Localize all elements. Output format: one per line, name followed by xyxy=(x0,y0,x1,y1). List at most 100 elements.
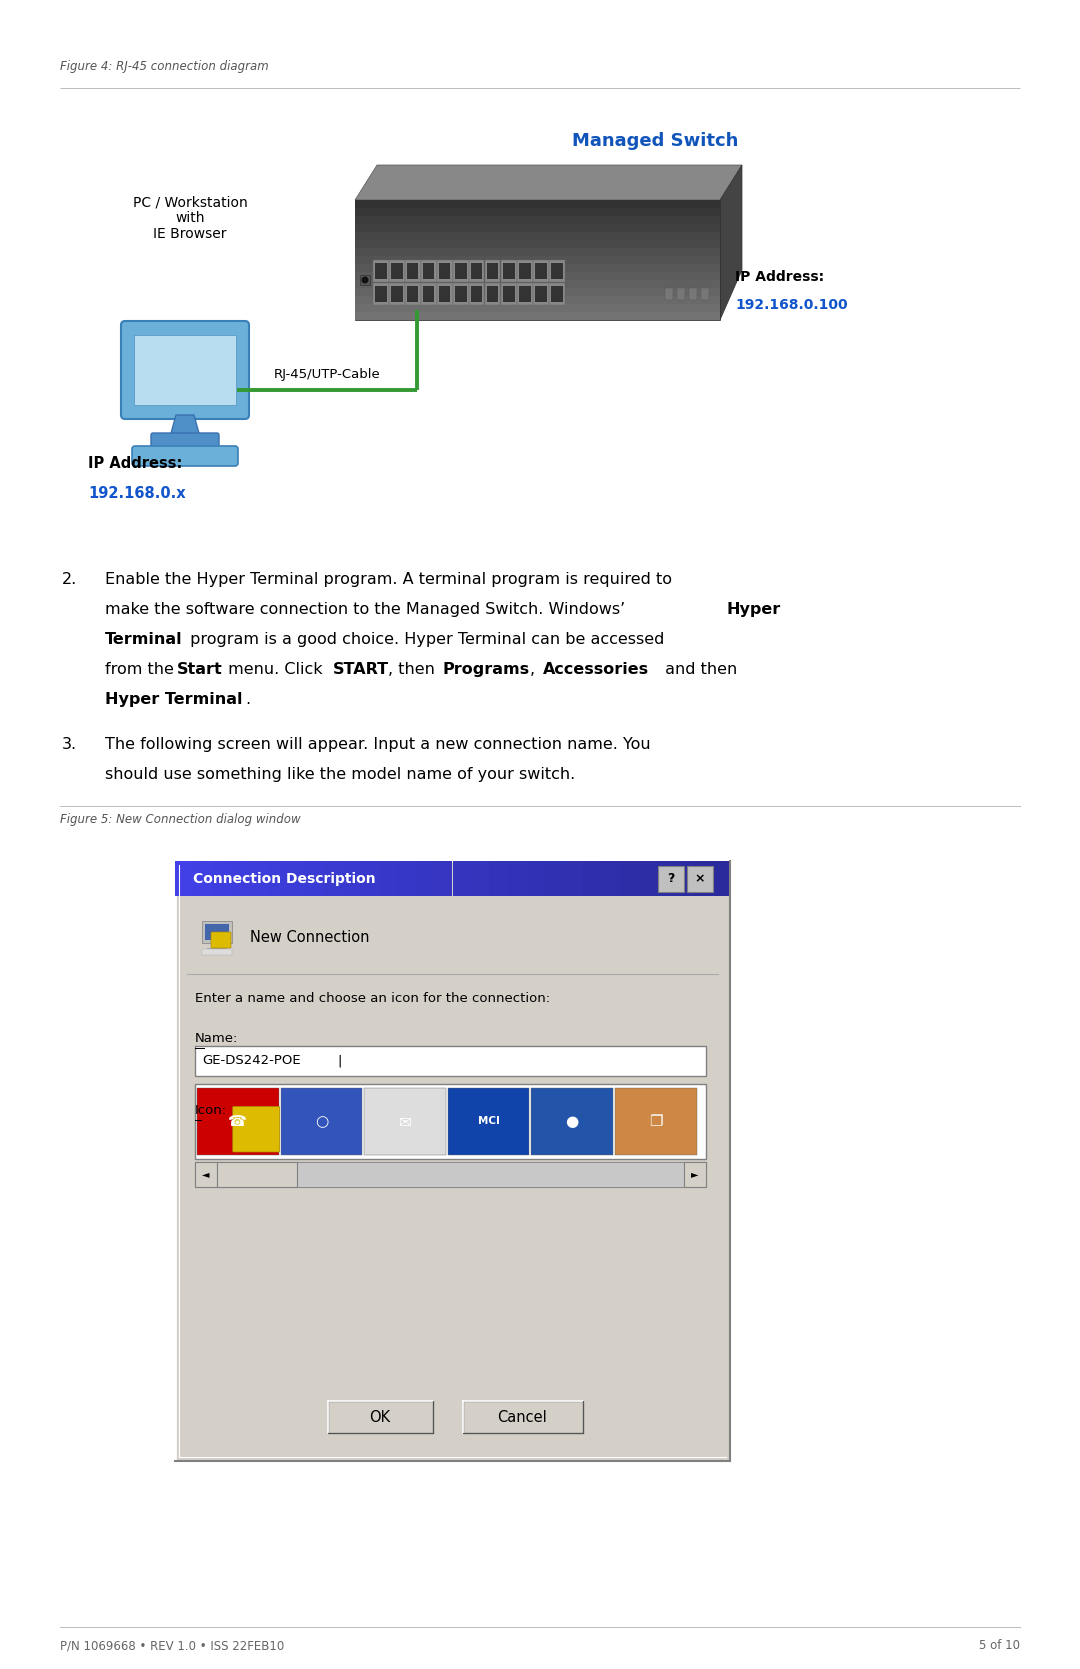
Bar xyxy=(360,275,370,285)
FancyBboxPatch shape xyxy=(121,320,249,419)
Bar xyxy=(619,861,637,896)
Text: Name:: Name: xyxy=(195,1031,239,1045)
Text: GE-DS242-POE: GE-DS242-POE xyxy=(202,1055,300,1068)
Bar xyxy=(701,289,708,300)
Text: ,: , xyxy=(530,663,540,678)
Bar xyxy=(693,861,712,896)
Bar xyxy=(487,285,499,302)
Bar xyxy=(519,264,530,279)
Bar xyxy=(323,861,341,896)
Bar xyxy=(434,861,453,896)
Bar xyxy=(214,943,220,950)
Text: ❐: ❐ xyxy=(649,1113,663,1128)
Text: Accessories: Accessories xyxy=(543,663,649,678)
Text: Cancel: Cancel xyxy=(498,1410,548,1425)
Bar xyxy=(423,285,434,302)
Polygon shape xyxy=(355,200,720,320)
Bar xyxy=(656,861,675,896)
Text: Managed Switch: Managed Switch xyxy=(571,132,739,150)
Bar xyxy=(469,284,485,305)
Text: Figure 5: New Connection dialog window: Figure 5: New Connection dialog window xyxy=(60,813,300,826)
Bar xyxy=(355,255,720,264)
Bar xyxy=(217,1162,684,1187)
Bar xyxy=(391,264,403,279)
Text: Hyper: Hyper xyxy=(727,603,781,618)
FancyBboxPatch shape xyxy=(211,931,231,948)
Text: 5 of 10: 5 of 10 xyxy=(978,1639,1020,1652)
Bar xyxy=(421,284,436,305)
Bar xyxy=(375,285,387,302)
Text: ►: ► xyxy=(691,1170,699,1180)
Bar xyxy=(535,285,546,302)
Bar xyxy=(508,861,527,896)
Text: Icon:: Icon: xyxy=(195,1103,227,1117)
Text: ◄: ◄ xyxy=(202,1170,210,1180)
Bar xyxy=(665,289,673,300)
Text: make the software connection to the Managed Switch. Windows’: make the software connection to the Mana… xyxy=(105,603,631,618)
Bar xyxy=(551,285,563,302)
Text: .: . xyxy=(245,693,251,708)
Bar xyxy=(453,284,469,305)
Bar xyxy=(391,285,403,302)
Bar xyxy=(527,861,545,896)
Bar xyxy=(281,1088,362,1155)
Bar xyxy=(549,284,565,305)
Text: menu. Click: menu. Click xyxy=(222,663,327,678)
FancyBboxPatch shape xyxy=(232,1107,280,1152)
Bar xyxy=(489,861,508,896)
Text: ○: ○ xyxy=(314,1113,328,1128)
Bar xyxy=(355,209,720,215)
Text: Connection Description: Connection Description xyxy=(193,871,376,886)
FancyBboxPatch shape xyxy=(658,866,684,891)
Bar xyxy=(202,921,232,943)
Bar xyxy=(175,861,730,1460)
Text: and then: and then xyxy=(660,663,738,678)
Text: ×: × xyxy=(694,873,705,886)
Bar xyxy=(517,284,532,305)
Bar xyxy=(453,861,471,896)
Bar xyxy=(134,335,237,406)
Bar xyxy=(217,1162,297,1187)
Bar xyxy=(355,289,720,295)
Text: 2.: 2. xyxy=(62,572,78,587)
Circle shape xyxy=(362,277,368,284)
Bar xyxy=(205,925,229,940)
Text: MCI: MCI xyxy=(477,1117,500,1127)
Bar xyxy=(389,260,405,282)
Bar xyxy=(405,260,420,282)
Bar xyxy=(455,264,467,279)
Text: Terminal: Terminal xyxy=(105,633,183,648)
Bar xyxy=(416,861,434,896)
Bar xyxy=(355,232,720,240)
Bar xyxy=(471,285,483,302)
Bar xyxy=(378,861,397,896)
Bar xyxy=(355,312,720,320)
Bar xyxy=(212,861,230,896)
Bar xyxy=(389,284,405,305)
Bar xyxy=(534,260,549,282)
Polygon shape xyxy=(355,165,742,200)
Bar xyxy=(355,264,720,272)
Bar xyxy=(675,861,693,896)
Bar xyxy=(305,861,323,896)
Text: 3.: 3. xyxy=(62,738,77,753)
Text: program is a good choice. Hyper Terminal can be accessed: program is a good choice. Hyper Terminal… xyxy=(185,633,664,648)
Text: P/N 1069668 • REV 1.0 • ISS 22FEB10: P/N 1069668 • REV 1.0 • ISS 22FEB10 xyxy=(60,1639,284,1652)
Bar xyxy=(549,260,565,282)
Bar xyxy=(616,1088,697,1155)
Bar xyxy=(195,1083,706,1158)
Bar xyxy=(193,861,212,896)
Bar xyxy=(531,1088,613,1155)
FancyBboxPatch shape xyxy=(462,1400,582,1434)
Bar xyxy=(453,260,469,282)
Bar xyxy=(341,861,360,896)
Bar xyxy=(437,284,453,305)
Polygon shape xyxy=(170,416,200,437)
Text: RJ-45/UTP-Cable: RJ-45/UTP-Cable xyxy=(273,367,380,381)
Bar xyxy=(448,1088,529,1155)
Bar xyxy=(355,224,720,232)
Bar xyxy=(517,260,532,282)
Text: , then: , then xyxy=(388,663,440,678)
Bar xyxy=(230,861,249,896)
Bar xyxy=(355,249,720,255)
